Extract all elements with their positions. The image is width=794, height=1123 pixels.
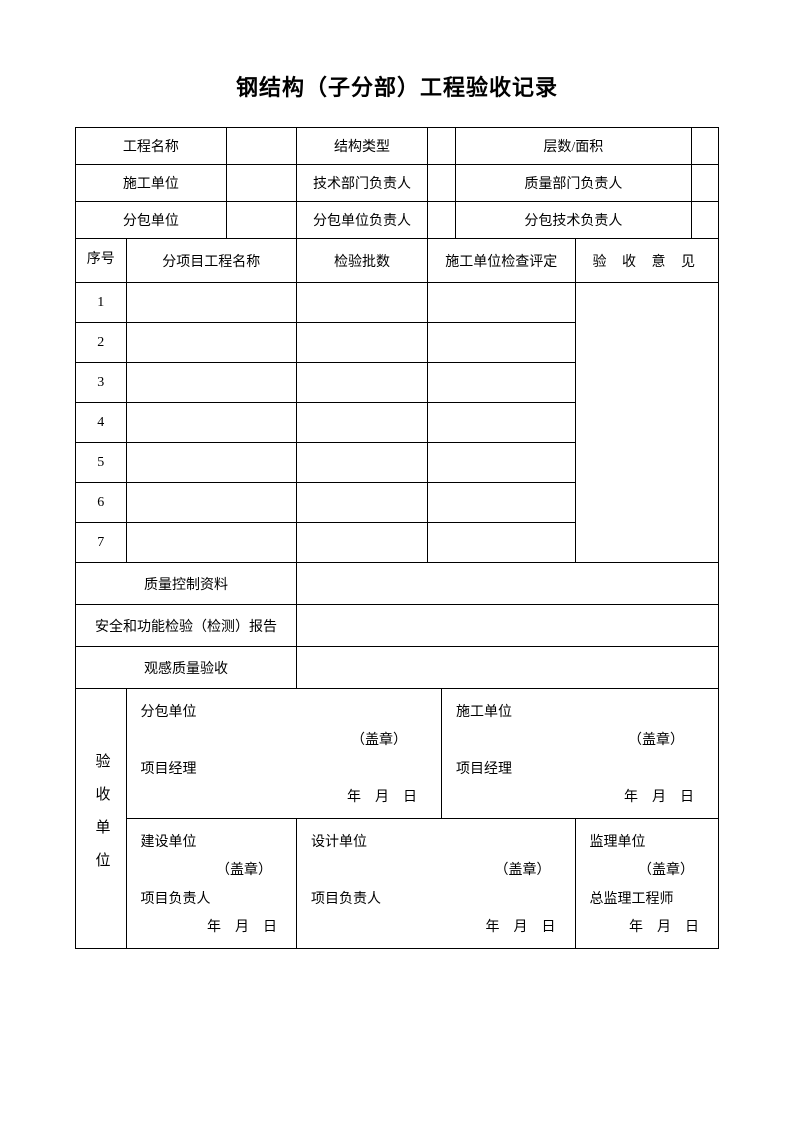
seq-cell: 7 xyxy=(76,523,127,563)
eval-cell xyxy=(428,483,576,523)
eval-cell xyxy=(428,283,576,323)
batch-cell xyxy=(297,283,428,323)
column-header-row: 序号 分项目工程名称 检验批数 施工单位检查评定 验 收 意 见 xyxy=(76,239,719,283)
sig-stamp: （盖章） xyxy=(311,859,561,879)
header-row-2: 施工单位 技术部门负责人 质量部门负责人 xyxy=(76,165,719,202)
sig-date: 年 月 日 xyxy=(590,916,704,936)
name-cell xyxy=(126,323,297,363)
label-subcontractor: 分包单位 xyxy=(76,202,227,239)
batch-cell xyxy=(297,443,428,483)
batch-cell xyxy=(297,523,428,563)
data-row: 1 xyxy=(76,283,719,323)
label-construction-unit: 施工单位 xyxy=(76,165,227,202)
eval-cell xyxy=(428,363,576,403)
value-tech-dept-head xyxy=(428,165,456,202)
sig-unit-label: 施工单位 xyxy=(456,701,704,721)
label-subcontractor-head: 分包单位负责人 xyxy=(297,202,428,239)
value-sub-tech-head xyxy=(691,202,718,239)
header-row-3: 分包单位 分包单位负责人 分包技术负责人 xyxy=(76,202,719,239)
label-project-name: 工程名称 xyxy=(76,128,227,165)
eval-cell xyxy=(428,403,576,443)
sig-unit-label: 监理单位 xyxy=(590,831,704,851)
sig-date: 年 月 日 xyxy=(311,916,561,936)
header-row-1: 工程名称 结构类型 层数/面积 xyxy=(76,128,719,165)
label-sub-tech-head: 分包技术负责人 xyxy=(456,202,692,239)
section-row-1: 质量控制资料 xyxy=(76,563,719,605)
seq-cell: 5 xyxy=(76,443,127,483)
name-cell xyxy=(126,403,297,443)
sig-manager: 项目经理 xyxy=(456,758,704,778)
seq-cell: 3 xyxy=(76,363,127,403)
batch-cell xyxy=(297,403,428,443)
name-cell xyxy=(126,443,297,483)
value-floors-area xyxy=(691,128,718,165)
sig-date: 年 月 日 xyxy=(456,786,704,806)
sig-stamp: （盖章） xyxy=(141,729,428,749)
section-value-2 xyxy=(297,605,719,647)
col-seq: 序号 xyxy=(76,239,127,283)
sig-stamp: （盖章） xyxy=(456,729,704,749)
sig-date: 年 月 日 xyxy=(141,916,283,936)
signature-block-subcontractor: 分包单位 （盖章） 项目经理 年 月 日 xyxy=(126,689,442,819)
signature-block-design: 设计单位 （盖章） 项目负责人 年 月 日 xyxy=(297,819,576,949)
section-quality-control: 质量控制资料 xyxy=(76,563,297,605)
eval-cell xyxy=(428,443,576,483)
signature-row-2: 建设单位 （盖章） 项目负责人 年 月 日 设计单位 （盖章） 项目负责人 年 … xyxy=(76,819,719,949)
seq-cell: 4 xyxy=(76,403,127,443)
sig-manager: 项目负责人 xyxy=(141,888,283,908)
value-project-name xyxy=(226,128,296,165)
batch-cell xyxy=(297,363,428,403)
value-structure-type xyxy=(428,128,456,165)
section-value-3 xyxy=(297,647,719,689)
section-value-1 xyxy=(297,563,719,605)
opinion-cell xyxy=(575,283,718,563)
name-cell xyxy=(126,483,297,523)
col-eval: 施工单位检查评定 xyxy=(428,239,576,283)
name-cell xyxy=(126,523,297,563)
value-quality-dept-head xyxy=(691,165,718,202)
value-subcontractor xyxy=(226,202,296,239)
col-opinion: 验 收 意 见 xyxy=(575,239,718,283)
seq-cell: 6 xyxy=(76,483,127,523)
seq-cell: 2 xyxy=(76,323,127,363)
signature-block-supervision: 监理单位 （盖章） 总监理工程师 年 月 日 xyxy=(575,819,718,949)
acceptance-record-table: 工程名称 结构类型 层数/面积 施工单位 技术部门负责人 质量部门负责人 分包单… xyxy=(75,127,719,949)
label-floors-area: 层数/面积 xyxy=(456,128,692,165)
eval-cell xyxy=(428,523,576,563)
signature-block-owner: 建设单位 （盖章） 项目负责人 年 月 日 xyxy=(126,819,297,949)
batch-cell xyxy=(297,323,428,363)
sig-unit-label: 设计单位 xyxy=(311,831,561,851)
eval-cell xyxy=(428,323,576,363)
section-safety-function: 安全和功能检验（检测）报告 xyxy=(76,605,297,647)
sig-manager: 项目负责人 xyxy=(311,888,561,908)
sig-unit-label: 分包单位 xyxy=(141,701,428,721)
acceptance-side-label: 验收单位 xyxy=(76,689,127,949)
section-visual-quality: 观感质量验收 xyxy=(76,647,297,689)
col-batch: 检验批数 xyxy=(297,239,428,283)
value-construction-unit xyxy=(226,165,296,202)
sig-date: 年 月 日 xyxy=(141,786,428,806)
sig-stamp: （盖章） xyxy=(590,859,704,879)
name-cell xyxy=(126,363,297,403)
name-cell xyxy=(126,283,297,323)
col-name: 分项目工程名称 xyxy=(126,239,297,283)
sig-manager: 总监理工程师 xyxy=(590,888,704,908)
batch-cell xyxy=(297,483,428,523)
seq-cell: 1 xyxy=(76,283,127,323)
label-structure-type: 结构类型 xyxy=(297,128,428,165)
value-subcontractor-head xyxy=(428,202,456,239)
section-row-3: 观感质量验收 xyxy=(76,647,719,689)
section-row-2: 安全和功能检验（检测）报告 xyxy=(76,605,719,647)
sig-manager: 项目经理 xyxy=(141,758,428,778)
page-title: 钢结构（子分部）工程验收记录 xyxy=(75,70,719,102)
signature-row-1: 验收单位 分包单位 （盖章） 项目经理 年 月 日 施工单位 （盖章） 项目经理… xyxy=(76,689,719,819)
signature-block-construction: 施工单位 （盖章） 项目经理 年 月 日 xyxy=(442,689,719,819)
sig-unit-label: 建设单位 xyxy=(141,831,283,851)
label-tech-dept-head: 技术部门负责人 xyxy=(297,165,428,202)
label-quality-dept-head: 质量部门负责人 xyxy=(456,165,692,202)
sig-stamp: （盖章） xyxy=(141,859,283,879)
